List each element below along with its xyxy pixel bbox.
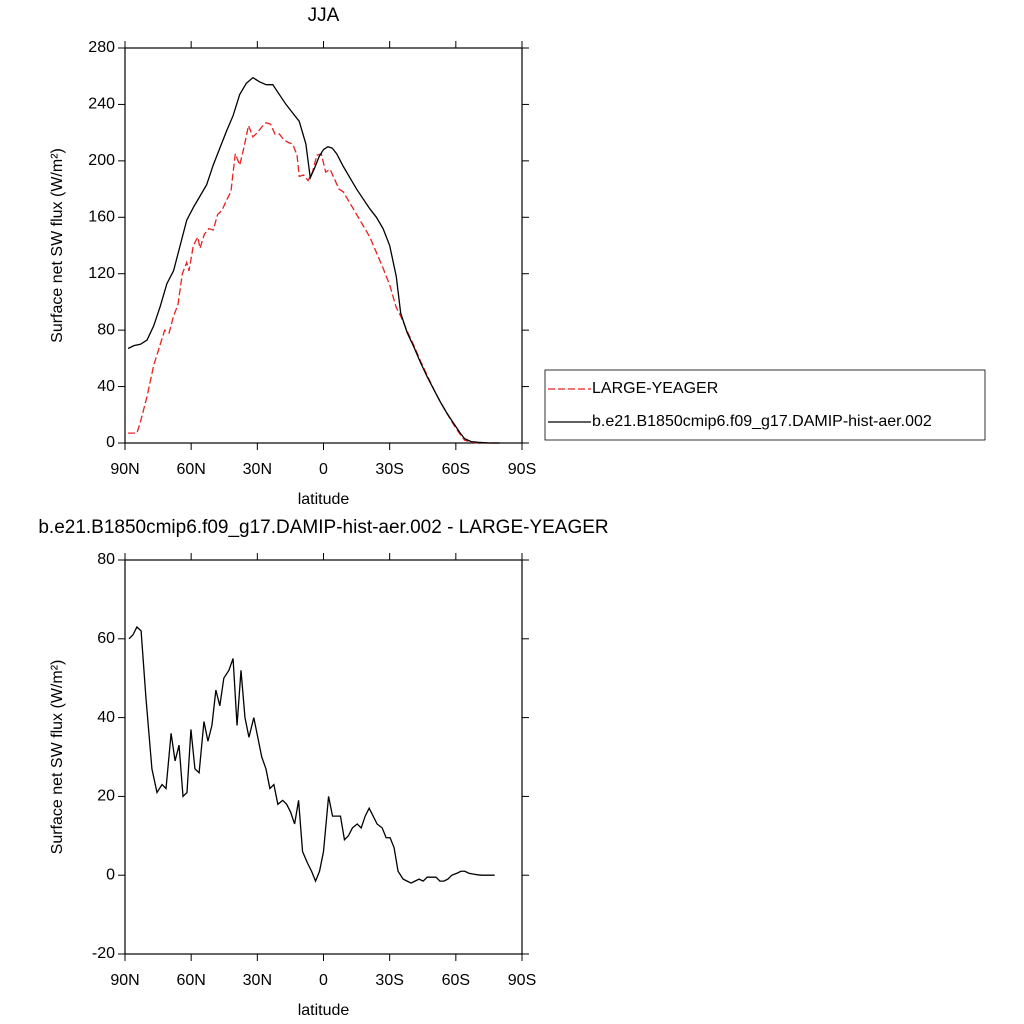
y-tick-label: 80 xyxy=(97,321,115,338)
x-tick-label: 30N xyxy=(243,461,272,478)
x-tick-label: 30N xyxy=(243,972,272,989)
plot-frame xyxy=(124,559,523,955)
x-tick-label: 0 xyxy=(319,972,328,989)
chart-title: JJA xyxy=(308,5,340,26)
x-tick-label: 90S xyxy=(508,972,536,989)
y-tick-label: 240 xyxy=(88,96,115,113)
y-tick-label: 280 xyxy=(88,39,115,56)
y-axis-label: Surface net SW flux (W/m²) xyxy=(49,660,66,855)
data-line xyxy=(128,625,495,884)
x-tick-label: 90N xyxy=(110,461,139,478)
y-tick-label: 0 xyxy=(106,866,115,883)
x-tick-label: 90N xyxy=(110,972,139,989)
y-tick-label: -20 xyxy=(92,945,115,962)
legend-label: b.e21.B1850cmip6.f09_g17.DAMIP-hist-aer.… xyxy=(592,413,932,430)
x-axis-label: latitude xyxy=(298,491,350,508)
y-tick-label: 160 xyxy=(88,209,115,226)
y-tick-label: 80 xyxy=(97,551,115,568)
x-tick-label: 30S xyxy=(375,461,403,478)
chart-title: b.e21.B1850cmip6.f09_g17.DAMIP-hist-aer.… xyxy=(38,517,608,538)
x-tick-label: 30S xyxy=(375,972,403,989)
x-tick-label: 0 xyxy=(319,461,328,478)
y-tick-label: 120 xyxy=(88,265,115,282)
y-axis-label: Surface net SW flux (W/m²) xyxy=(49,148,66,343)
legend-box xyxy=(544,369,986,441)
legend-label: LARGE-YEAGER xyxy=(592,380,718,397)
y-tick-label: 60 xyxy=(97,630,115,647)
data-line xyxy=(127,76,500,444)
x-tick-label: 60S xyxy=(442,461,470,478)
y-tick-label: 20 xyxy=(97,788,115,805)
x-axis-label: latitude xyxy=(298,1002,350,1019)
y-tick-label: 200 xyxy=(88,152,115,169)
x-tick-label: 60S xyxy=(442,972,470,989)
x-tick-label: 90S xyxy=(508,461,536,478)
x-tick-label: 60N xyxy=(176,461,205,478)
y-tick-label: 40 xyxy=(97,378,115,395)
plot-frame xyxy=(124,47,523,444)
y-tick-label: 40 xyxy=(97,709,115,726)
y-tick-label: 0 xyxy=(106,434,115,451)
x-tick-label: 60N xyxy=(176,972,205,989)
